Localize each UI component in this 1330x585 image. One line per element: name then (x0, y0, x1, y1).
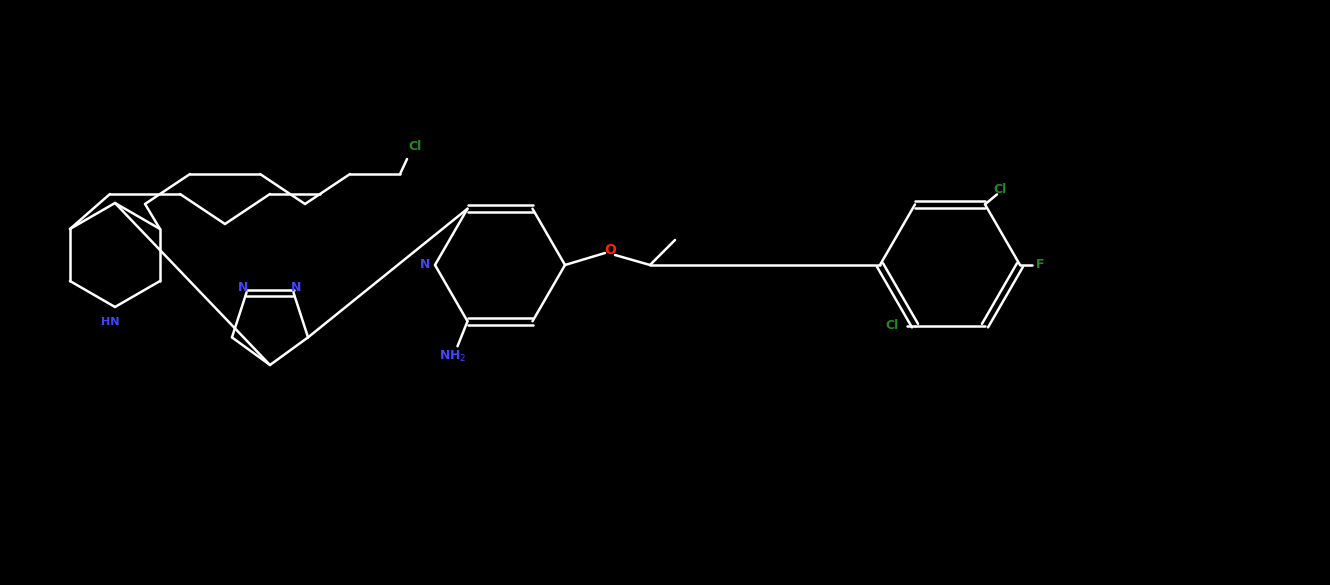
Text: NH$_2$: NH$_2$ (439, 349, 466, 364)
Text: Cl: Cl (886, 319, 899, 332)
Text: N: N (238, 281, 249, 294)
Text: N: N (420, 259, 430, 271)
Text: O: O (604, 243, 616, 257)
Text: HN: HN (101, 317, 120, 327)
Text: F: F (1036, 259, 1044, 271)
Text: Cl: Cl (408, 140, 422, 153)
Text: N: N (291, 281, 302, 294)
Text: Cl: Cl (994, 183, 1007, 196)
